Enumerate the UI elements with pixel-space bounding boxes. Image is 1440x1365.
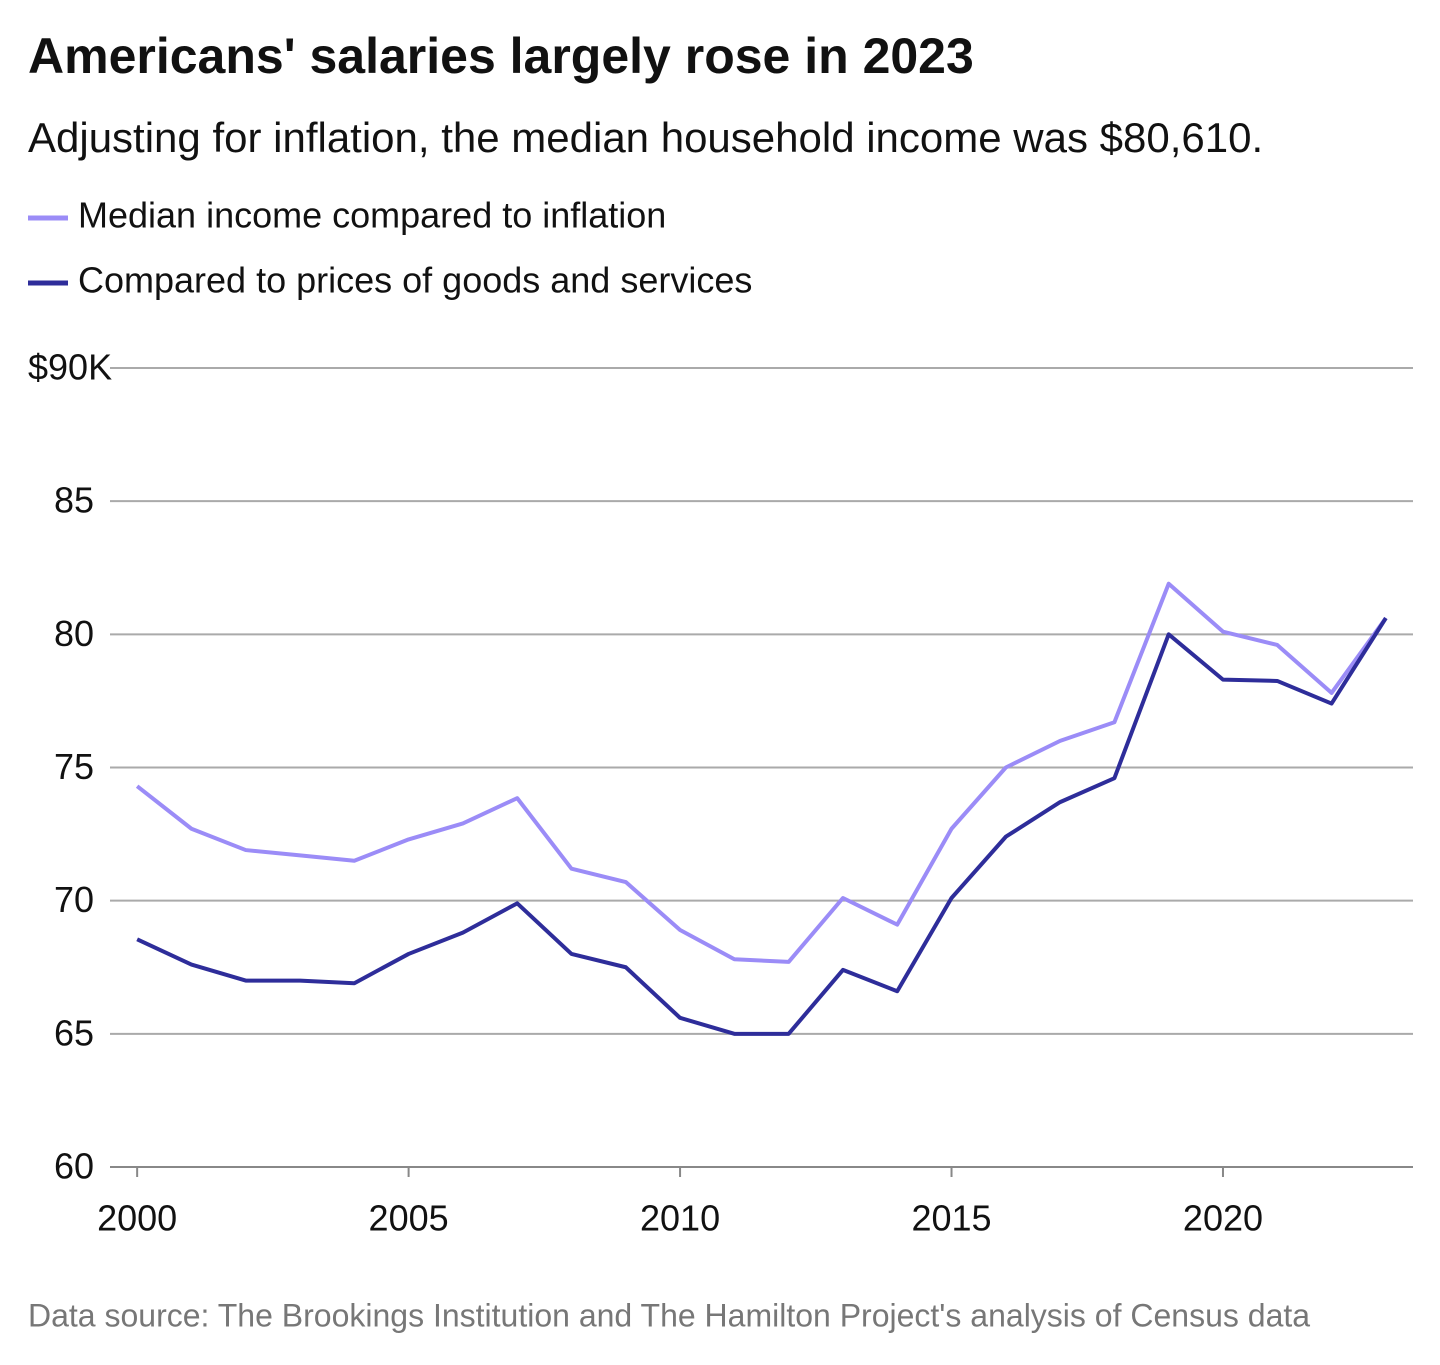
x-tick-label: 2000 [97, 1198, 177, 1239]
series-line [135, 581, 1388, 964]
chart-subtitle: Adjusting for inflation, the median hous… [28, 114, 1263, 161]
legend-label: Median income compared to inflation [78, 195, 666, 236]
y-tick-label: 65 [54, 1012, 94, 1053]
y-tick-label: $90K [28, 347, 112, 388]
y-tick-label: 70 [54, 879, 94, 920]
chart-title: Americans' salaries largely rose in 2023 [28, 28, 974, 84]
y-tick-label: 75 [54, 746, 94, 787]
x-tick-label: 2005 [369, 1198, 449, 1239]
legend-label: Compared to prices of goods and services [78, 260, 752, 301]
y-tick-label: 85 [54, 480, 94, 521]
x-tick-label: 2010 [640, 1198, 720, 1239]
series-line [136, 617, 1388, 1036]
x-tick-label: 2020 [1183, 1198, 1263, 1239]
y-tick-label: 80 [54, 613, 94, 654]
x-tick-label: 2015 [911, 1198, 991, 1239]
source-note: Data source: The Brookings Institution a… [28, 1297, 1310, 1333]
y-tick-label: 60 [54, 1146, 94, 1187]
